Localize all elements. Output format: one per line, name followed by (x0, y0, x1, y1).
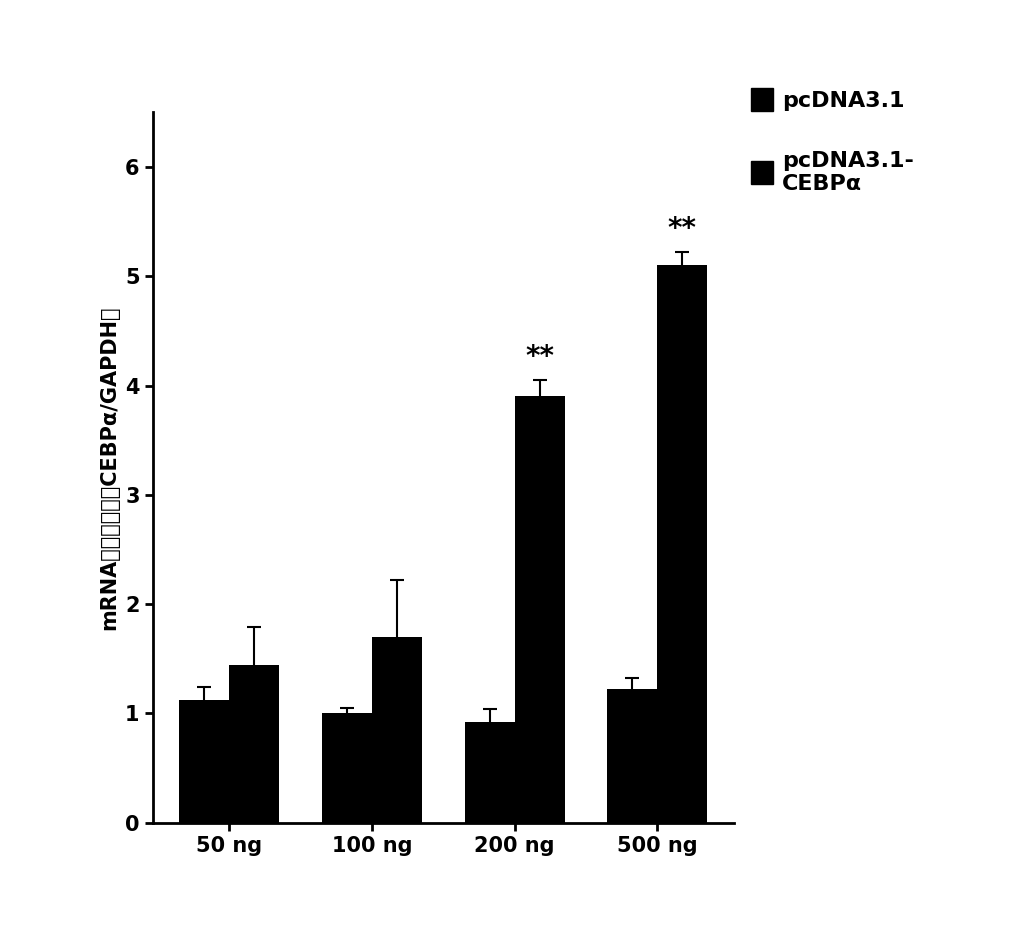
Bar (229, 666, 279, 823)
Bar (657, 266, 707, 823)
Bar (179, 700, 229, 823)
Bar (322, 713, 372, 823)
Text: **: ** (667, 215, 697, 243)
Bar (515, 396, 565, 823)
Text: **: ** (525, 343, 554, 371)
Y-axis label: mRNA相对表达量（CEBPα/GAPDH）: mRNA相对表达量（CEBPα/GAPDH） (100, 305, 119, 630)
Bar (607, 689, 657, 823)
Bar (372, 637, 422, 823)
Legend: pcDNA3.1, pcDNA3.1-
CEBPα: pcDNA3.1, pcDNA3.1- CEBPα (751, 88, 914, 194)
Bar (465, 722, 515, 823)
